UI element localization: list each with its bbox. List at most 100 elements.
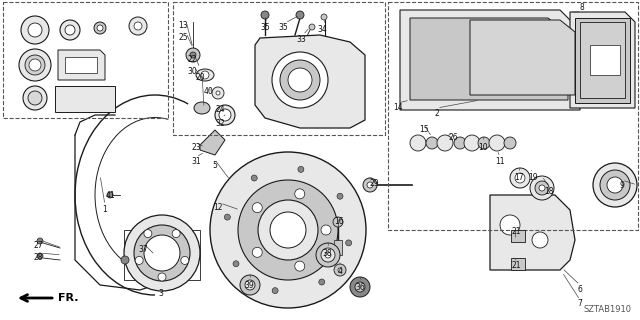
Text: 38: 38 bbox=[322, 249, 332, 258]
Circle shape bbox=[288, 68, 312, 92]
Polygon shape bbox=[200, 130, 225, 155]
Text: 26: 26 bbox=[448, 133, 458, 142]
Polygon shape bbox=[400, 10, 580, 110]
Circle shape bbox=[252, 247, 262, 257]
Text: 18: 18 bbox=[544, 188, 554, 196]
Polygon shape bbox=[511, 230, 525, 242]
Circle shape bbox=[28, 23, 42, 37]
Text: 41: 41 bbox=[105, 190, 115, 199]
Text: 10: 10 bbox=[478, 142, 488, 151]
Text: 11: 11 bbox=[495, 157, 505, 166]
Circle shape bbox=[532, 232, 548, 248]
Circle shape bbox=[238, 180, 338, 280]
Circle shape bbox=[25, 55, 45, 75]
Polygon shape bbox=[55, 86, 115, 112]
Polygon shape bbox=[511, 258, 525, 270]
Circle shape bbox=[121, 256, 129, 264]
Circle shape bbox=[37, 238, 43, 244]
Circle shape bbox=[325, 252, 331, 258]
Circle shape bbox=[158, 273, 166, 281]
Text: 32: 32 bbox=[215, 118, 225, 127]
Circle shape bbox=[295, 261, 305, 271]
Text: 20: 20 bbox=[195, 74, 205, 83]
Text: 34: 34 bbox=[317, 26, 327, 35]
Text: FR.: FR. bbox=[58, 293, 79, 303]
Text: 25: 25 bbox=[178, 34, 188, 43]
Circle shape bbox=[21, 16, 49, 44]
Polygon shape bbox=[580, 22, 625, 98]
Text: 4: 4 bbox=[337, 268, 342, 276]
Text: 27: 27 bbox=[33, 241, 43, 250]
Text: 40: 40 bbox=[203, 86, 213, 95]
Circle shape bbox=[333, 217, 343, 227]
Circle shape bbox=[258, 200, 318, 260]
Text: 37: 37 bbox=[138, 245, 148, 254]
Circle shape bbox=[19, 49, 51, 81]
Circle shape bbox=[504, 137, 516, 149]
Polygon shape bbox=[255, 35, 365, 128]
Circle shape bbox=[321, 14, 327, 20]
Circle shape bbox=[321, 248, 335, 262]
Circle shape bbox=[270, 212, 306, 248]
Circle shape bbox=[338, 268, 342, 272]
Text: 31: 31 bbox=[191, 157, 201, 166]
Circle shape bbox=[212, 87, 224, 99]
Circle shape bbox=[607, 177, 623, 193]
Circle shape bbox=[107, 192, 113, 198]
Circle shape bbox=[350, 277, 370, 297]
Circle shape bbox=[144, 235, 180, 271]
Circle shape bbox=[272, 52, 328, 108]
Circle shape bbox=[23, 86, 47, 110]
Circle shape bbox=[464, 135, 480, 151]
Bar bbox=[124, 230, 200, 280]
Circle shape bbox=[261, 11, 269, 19]
Circle shape bbox=[124, 215, 200, 291]
Text: 1: 1 bbox=[102, 205, 108, 214]
Circle shape bbox=[219, 109, 231, 121]
Circle shape bbox=[316, 243, 340, 267]
Text: 36: 36 bbox=[355, 283, 365, 292]
Circle shape bbox=[97, 25, 103, 31]
Text: 12: 12 bbox=[213, 204, 223, 212]
Circle shape bbox=[272, 288, 278, 294]
Circle shape bbox=[367, 182, 373, 188]
Bar bbox=[334, 240, 342, 255]
Text: 22: 22 bbox=[188, 54, 196, 63]
Circle shape bbox=[319, 279, 324, 285]
Circle shape bbox=[201, 71, 209, 79]
Polygon shape bbox=[490, 195, 575, 270]
Circle shape bbox=[135, 256, 143, 264]
Circle shape bbox=[426, 137, 438, 149]
Circle shape bbox=[437, 135, 453, 151]
Circle shape bbox=[296, 11, 304, 19]
Text: 14: 14 bbox=[393, 103, 403, 113]
Circle shape bbox=[337, 193, 343, 199]
Text: 8: 8 bbox=[580, 4, 584, 12]
Circle shape bbox=[600, 170, 630, 200]
Polygon shape bbox=[65, 57, 97, 73]
Circle shape bbox=[186, 48, 200, 62]
Circle shape bbox=[245, 280, 255, 290]
Circle shape bbox=[252, 203, 262, 213]
Text: 16: 16 bbox=[334, 218, 344, 227]
Text: 30: 30 bbox=[187, 68, 197, 76]
Circle shape bbox=[172, 229, 180, 237]
Text: 21: 21 bbox=[511, 260, 521, 269]
Text: 33: 33 bbox=[296, 36, 306, 44]
Text: 19: 19 bbox=[528, 173, 538, 182]
Circle shape bbox=[510, 168, 530, 188]
Circle shape bbox=[309, 24, 315, 30]
Circle shape bbox=[225, 214, 230, 220]
Polygon shape bbox=[575, 18, 630, 103]
Bar bbox=[590, 45, 620, 75]
Circle shape bbox=[535, 181, 549, 195]
Polygon shape bbox=[570, 12, 635, 108]
Text: 17: 17 bbox=[514, 173, 524, 182]
Polygon shape bbox=[58, 50, 105, 80]
Text: 6: 6 bbox=[577, 285, 582, 294]
Text: 29: 29 bbox=[369, 179, 379, 188]
Text: 5: 5 bbox=[212, 161, 218, 170]
Circle shape bbox=[515, 173, 525, 183]
Circle shape bbox=[355, 282, 365, 292]
Circle shape bbox=[29, 59, 41, 71]
